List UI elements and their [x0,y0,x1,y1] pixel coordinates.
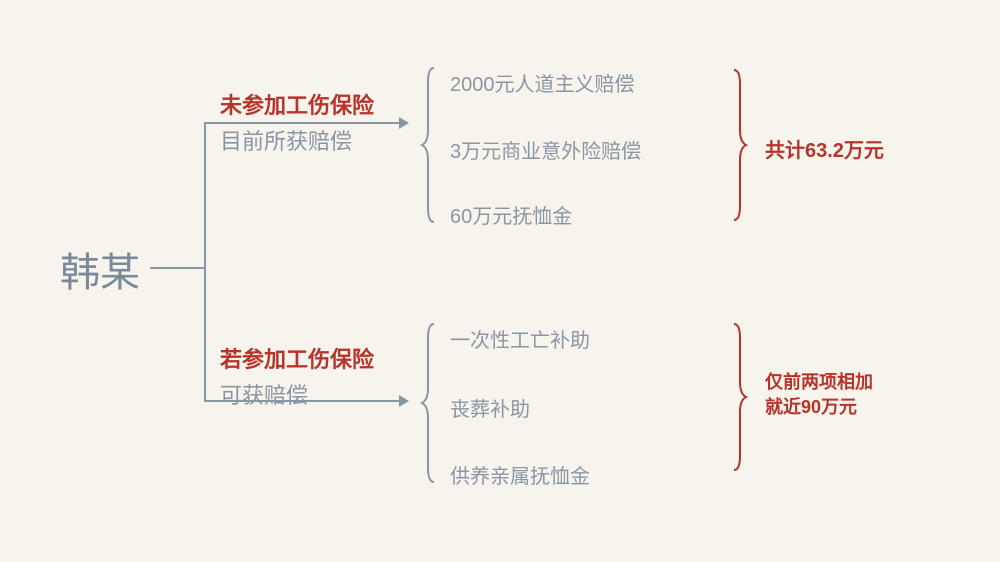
bottom-branch-arrow [399,395,409,407]
brace-top-right [730,62,752,228]
top-branch-arrow [399,117,409,129]
bottom-item-2: 丧葬补助 [450,393,530,422]
root-connector-v [204,122,206,402]
branch-bottom-block: 若参加工伤保险 可获赔偿 [220,342,374,410]
root-label: 韩某 [60,240,140,298]
branch-top-block: 未参加工伤保险 目前所获赔偿 [220,88,374,156]
top-item-2: 3万元商业意外险赔偿 [450,135,641,164]
bottom-item-1: 一次性工亡补助 [450,324,590,353]
top-total: 共计63.2万元 [765,134,884,163]
top-item-3: 60万元抚恤金 [450,200,572,229]
bottom-total-line1: 仅前两项相加 [765,370,873,395]
root-connector-h [150,267,204,269]
bottom-total-line2: 就近90万元 [765,395,873,420]
top-item-1: 2000元人道主义赔偿 [450,68,635,97]
branch-bottom-subtitle: 可获赔偿 [220,378,374,410]
brace-bottom-right [730,316,752,476]
branch-bottom-title: 若参加工伤保险 [220,342,374,374]
branch-top-subtitle: 目前所获赔偿 [220,124,374,156]
brace-top-left [420,60,440,230]
branch-top-title: 未参加工伤保险 [220,88,374,120]
bottom-item-3: 供养亲属抚恤金 [450,460,590,489]
bottom-total: 仅前两项相加 就近90万元 [765,370,873,420]
brace-bottom-left [420,316,440,491]
